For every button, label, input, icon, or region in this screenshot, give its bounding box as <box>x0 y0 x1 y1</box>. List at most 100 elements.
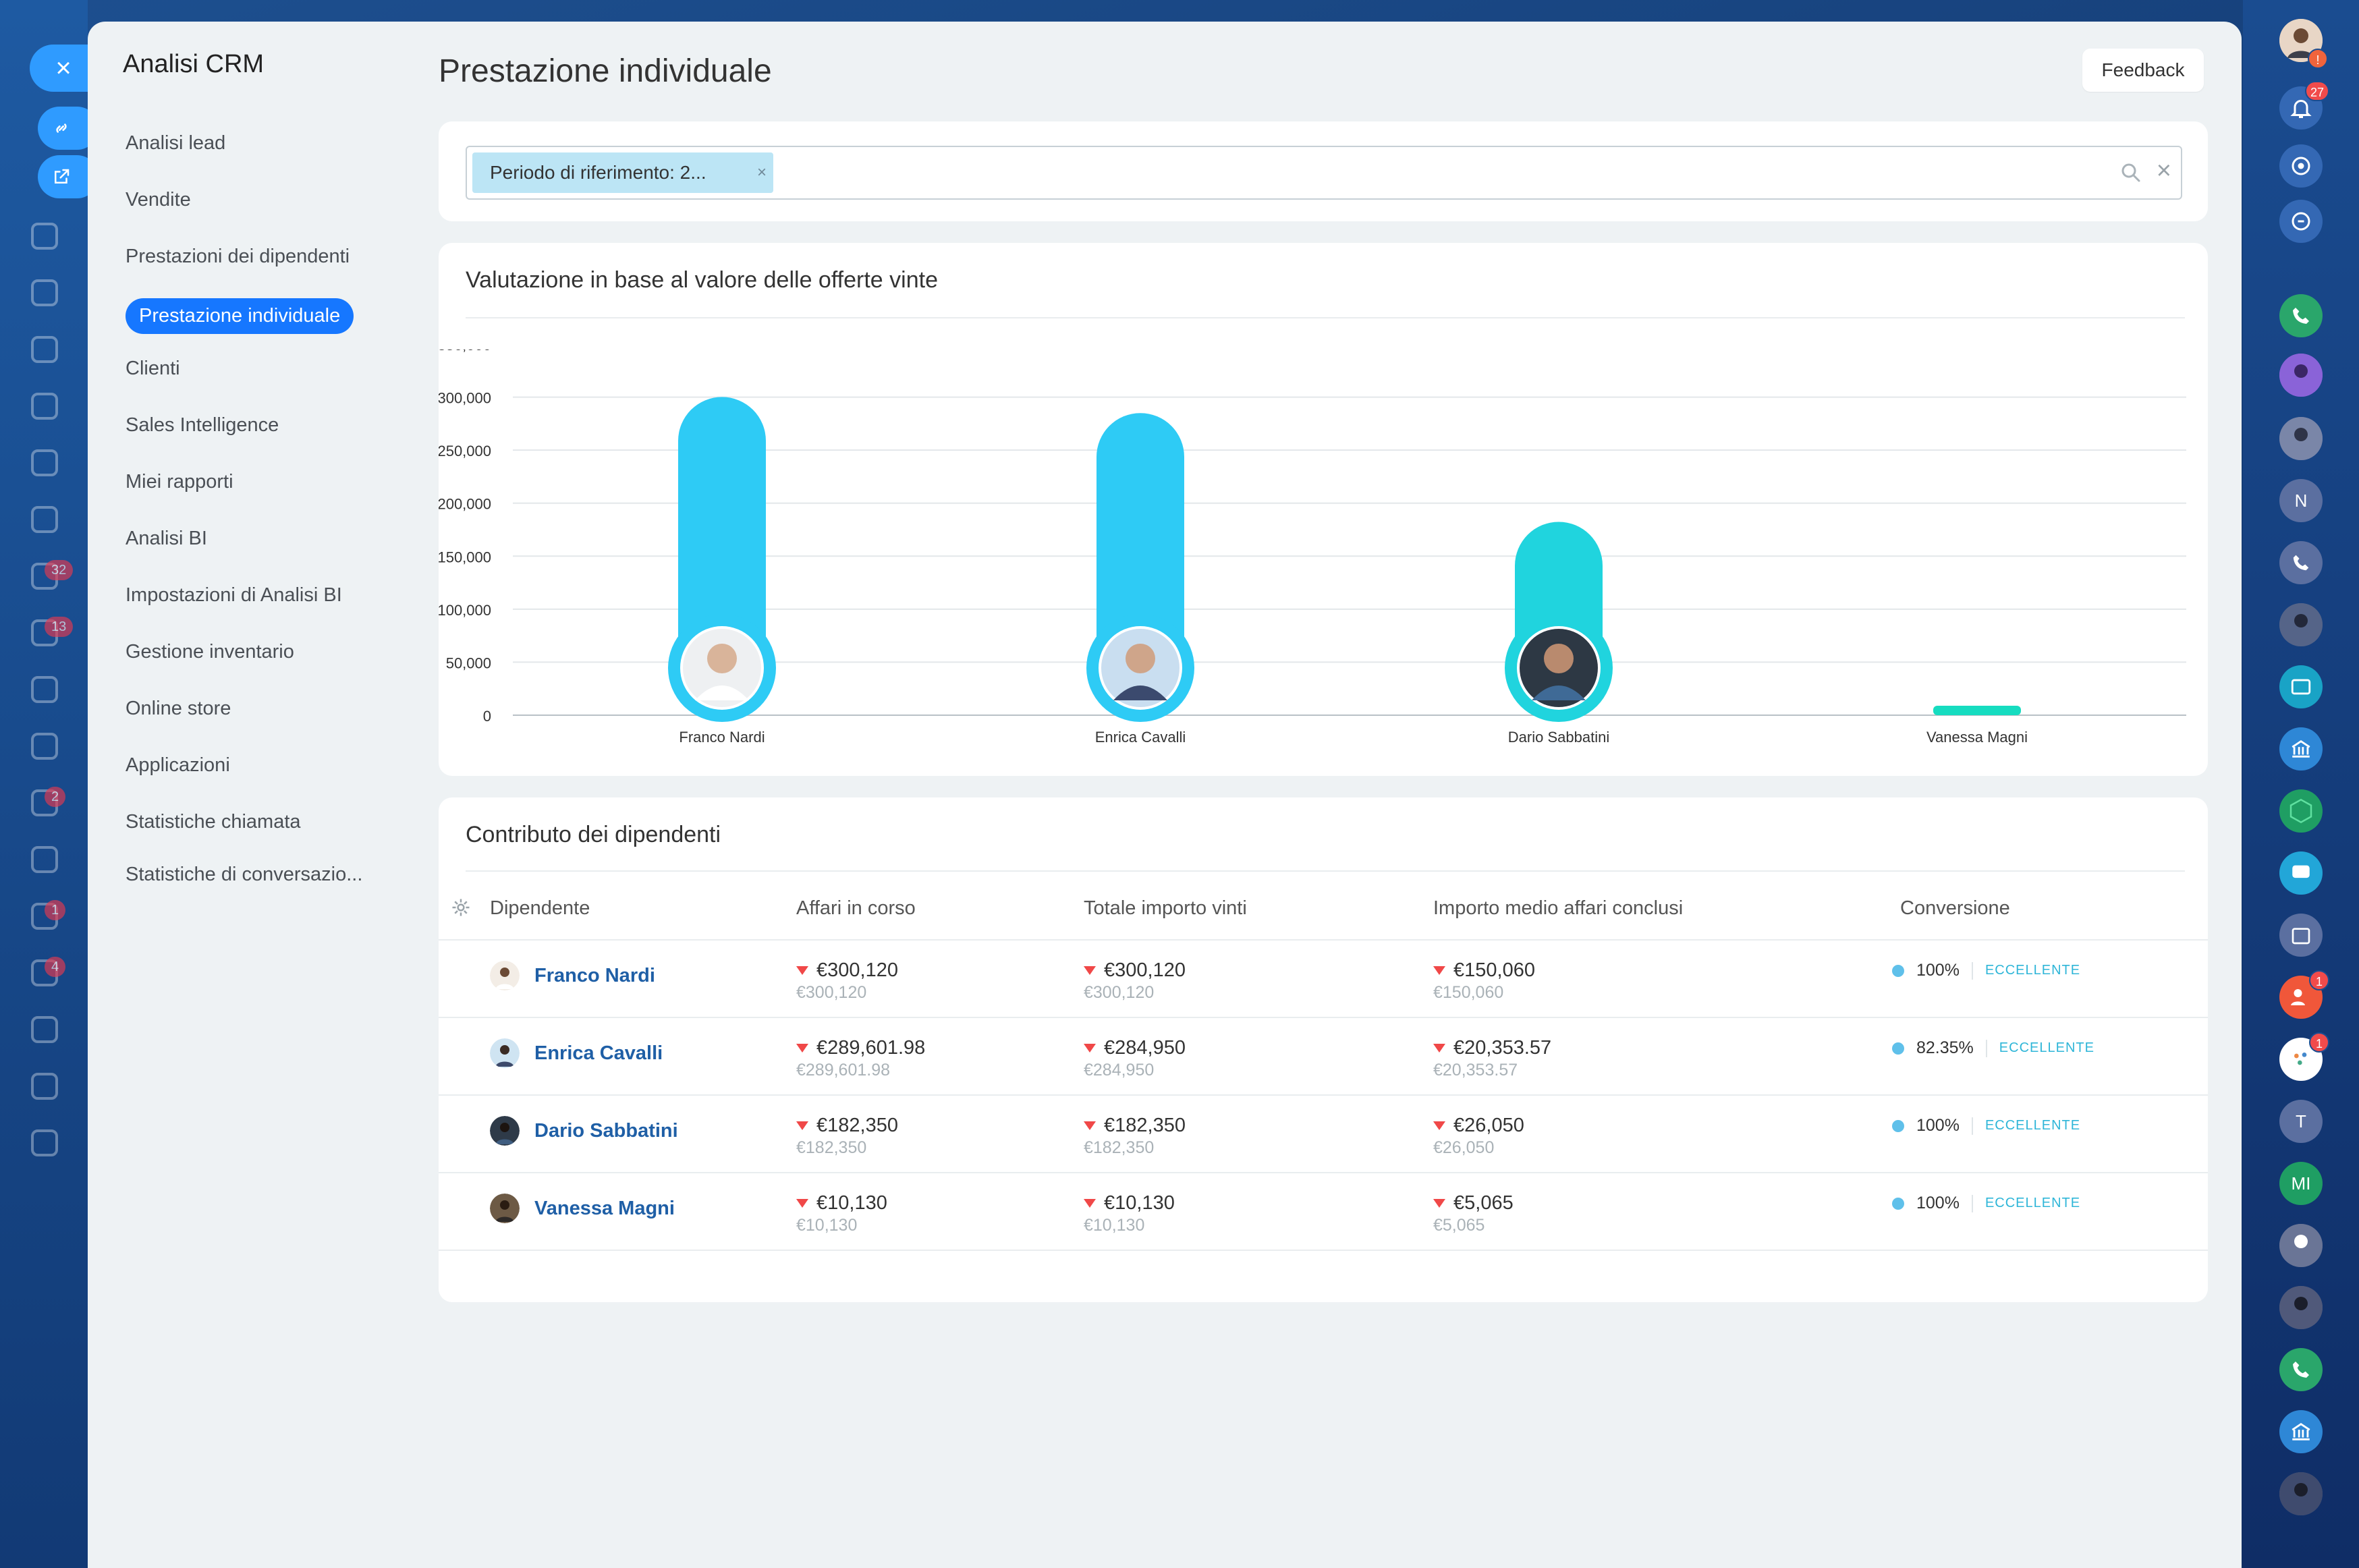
nav-item-gestione-inventario[interactable]: Gestione inventario <box>126 641 294 663</box>
cell-affari-in-corso: €300,120 €300,120 <box>796 959 898 1003</box>
team-chat-item[interactable] <box>2279 789 2323 833</box>
background-sidebar: 32 13 2 1 4 <box>0 0 88 1568</box>
contact-card-icon <box>2291 679 2311 695</box>
employee-avatar[interactable] <box>490 1194 520 1223</box>
nav-item-vendite[interactable]: Vendite <box>126 189 191 211</box>
table-row: Dario Sabbatini €182,350 €182,350 €182,3… <box>439 1096 2208 1173</box>
contacts-chat-item[interactable] <box>2279 665 2323 708</box>
nav-item-clienti[interactable]: Clienti <box>126 358 180 379</box>
nav-item-prestazione-individuale[interactable]: Prestazione individuale <box>126 298 354 334</box>
bank-icon <box>2292 739 2310 758</box>
cell-affari-in-corso: €182,350 €182,350 <box>796 1115 898 1158</box>
chat-initials-item[interactable]: T <box>2279 1100 2323 1143</box>
nav-item-online-store[interactable]: Online store <box>126 698 231 719</box>
notifications-button[interactable]: 27 <box>2279 81 2329 130</box>
code-icon <box>31 1129 58 1156</box>
current-value: €5,065 <box>1453 1192 1514 1214</box>
nav-item-impostazioni-bi[interactable]: Impostazioni di Analisi BI <box>126 584 342 606</box>
employee-contribution-card: Contributo dei dipendenti Dipendente Aff… <box>439 797 2208 1302</box>
previous-value: €10,130 <box>796 1216 858 1235</box>
nav-item-prestazioni-dipendenti[interactable]: Prestazioni dei dipendenti <box>126 246 350 267</box>
phone-icon <box>2293 1362 2309 1378</box>
x-tick-label: Dario Sabbatini <box>1508 729 1609 746</box>
chat-avatar-item[interactable] <box>2279 603 2323 646</box>
background-badge: 4 <box>45 957 66 977</box>
user-avatar[interactable]: ! <box>2279 19 2328 69</box>
chat-avatar-item[interactable] <box>2279 354 2323 397</box>
table-header: Dipendente Affari in corso Totale import… <box>439 872 2208 941</box>
cell-affari-in-corso: €10,130 €10,130 <box>796 1192 887 1235</box>
x-tick-label: Enrica Cavalli <box>1095 729 1186 746</box>
search-chats-button[interactable] <box>2279 200 2323 243</box>
cell-conversione: 100% ECCELLENTE <box>1892 961 2080 980</box>
right-rail: ! 27 N 1 1 T MI <box>2243 0 2359 1568</box>
presentation-icon <box>31 506 58 533</box>
previous-value: €284,950 <box>1084 1061 1155 1080</box>
column-header-dipendente[interactable]: Dipendente <box>490 897 590 919</box>
chat-avatar-item[interactable] <box>2279 417 2323 460</box>
employee-name-link[interactable]: Enrica Cavalli <box>534 1042 663 1064</box>
column-header-affari-in-corso[interactable]: Affari in corso <box>796 897 916 919</box>
y-tick-label: 100,000 <box>439 602 491 619</box>
chat-avatar-item[interactable] <box>2279 1472 2323 1515</box>
conversion-rate: 100% <box>1916 1194 1960 1212</box>
bank-chat-item[interactable] <box>2279 727 2323 771</box>
chat-avatar-item[interactable] <box>2279 1286 2323 1329</box>
employees-chat-item[interactable]: 1 <box>2279 970 2329 1019</box>
employee-avatar[interactable] <box>490 961 520 990</box>
column-header-conversione[interactable]: Conversione <box>1900 897 2010 919</box>
call-chat-item[interactable] <box>2279 541 2323 584</box>
chart-title: Valutazione in base al valore delle offe… <box>466 267 938 293</box>
current-value: €26,050 <box>1453 1115 1524 1136</box>
group-chat-item[interactable]: 1 <box>2279 1032 2329 1081</box>
previous-value: €20,353.57 <box>1433 1061 1518 1080</box>
nav-item-analisi-bi[interactable]: Analisi BI <box>126 528 207 549</box>
level-badge: ECCELLENTE <box>1985 963 2081 978</box>
bank-chat-item[interactable] <box>2279 1410 2323 1453</box>
trend-down-icon <box>1433 1199 1445 1208</box>
phone-chat-item[interactable] <box>2279 1348 2323 1391</box>
period-filter-label: Periodo di riferimento: 2... <box>490 162 706 183</box>
avatar-icon <box>707 644 737 673</box>
previous-value: €300,120 <box>796 983 867 1002</box>
nav-item-analisi-lead[interactable]: Analisi lead <box>126 132 226 154</box>
chat-initials-item[interactable]: N <box>2279 479 2323 522</box>
clear-filter-icon[interactable]: × <box>2156 157 2171 185</box>
page-title: Prestazione individuale <box>439 53 772 89</box>
avatar-icon <box>1532 685 1586 700</box>
chat-initials-item[interactable]: MI <box>2279 1162 2323 1205</box>
period-filter-chip[interactable]: Periodo di riferimento: 2... × <box>472 152 773 193</box>
nav-item-sales-intelligence[interactable]: Sales Intelligence <box>126 414 279 436</box>
column-header-importo-medio[interactable]: Importo medio affari conclusi <box>1433 897 1684 919</box>
y-tick-label: 350,000 <box>439 337 491 354</box>
employee-name-link[interactable]: Vanessa Magni <box>534 1198 675 1219</box>
phone-icon <box>2293 555 2309 571</box>
avatar-icon <box>695 685 749 700</box>
employee-avatar[interactable] <box>490 1038 520 1068</box>
message-chat-item[interactable] <box>2279 851 2323 895</box>
nav-item-miei-rapporti[interactable]: Miei rapporti <box>126 471 233 493</box>
copilot-icon <box>2292 157 2310 175</box>
y-tick-label: 250,000 <box>439 443 491 459</box>
filter-search-box[interactable]: Periodo di riferimento: 2... × × <box>466 146 2182 200</box>
phone-chat-item[interactable] <box>2279 294 2323 337</box>
chat-avatar-item[interactable] <box>2279 1224 2323 1267</box>
bar[interactable] <box>1933 706 2021 715</box>
gear-icon[interactable] <box>451 897 471 918</box>
column-header-totale-importo[interactable]: Totale importo vinti <box>1084 897 1247 919</box>
employee-avatar[interactable] <box>490 1116 520 1146</box>
conversion-rate: 82.35% <box>1916 1038 1974 1057</box>
remove-filter-icon[interactable]: × <box>756 163 767 181</box>
nav-item-applicazioni[interactable]: Applicazioni <box>126 754 230 776</box>
previous-value: €10,130 <box>1084 1216 1145 1235</box>
search-icon[interactable] <box>2119 161 2143 185</box>
employee-name-link[interactable]: Dario Sabbatini <box>534 1120 678 1142</box>
feedback-button[interactable]: Feedback <box>2082 49 2204 92</box>
calendar-chat-item[interactable] <box>2279 914 2323 957</box>
employee-name-link[interactable]: Franco Nardi <box>534 965 655 986</box>
nav-item-statistiche-chiamata[interactable]: Statistiche chiamata <box>126 811 301 833</box>
filter-card: Periodo di riferimento: 2... × × <box>439 121 2208 221</box>
copilot-button[interactable] <box>2279 144 2323 188</box>
nav-item-statistiche-conversazione[interactable]: Statistiche di conversazio... <box>126 864 363 885</box>
avatar-icon <box>490 1038 520 1068</box>
